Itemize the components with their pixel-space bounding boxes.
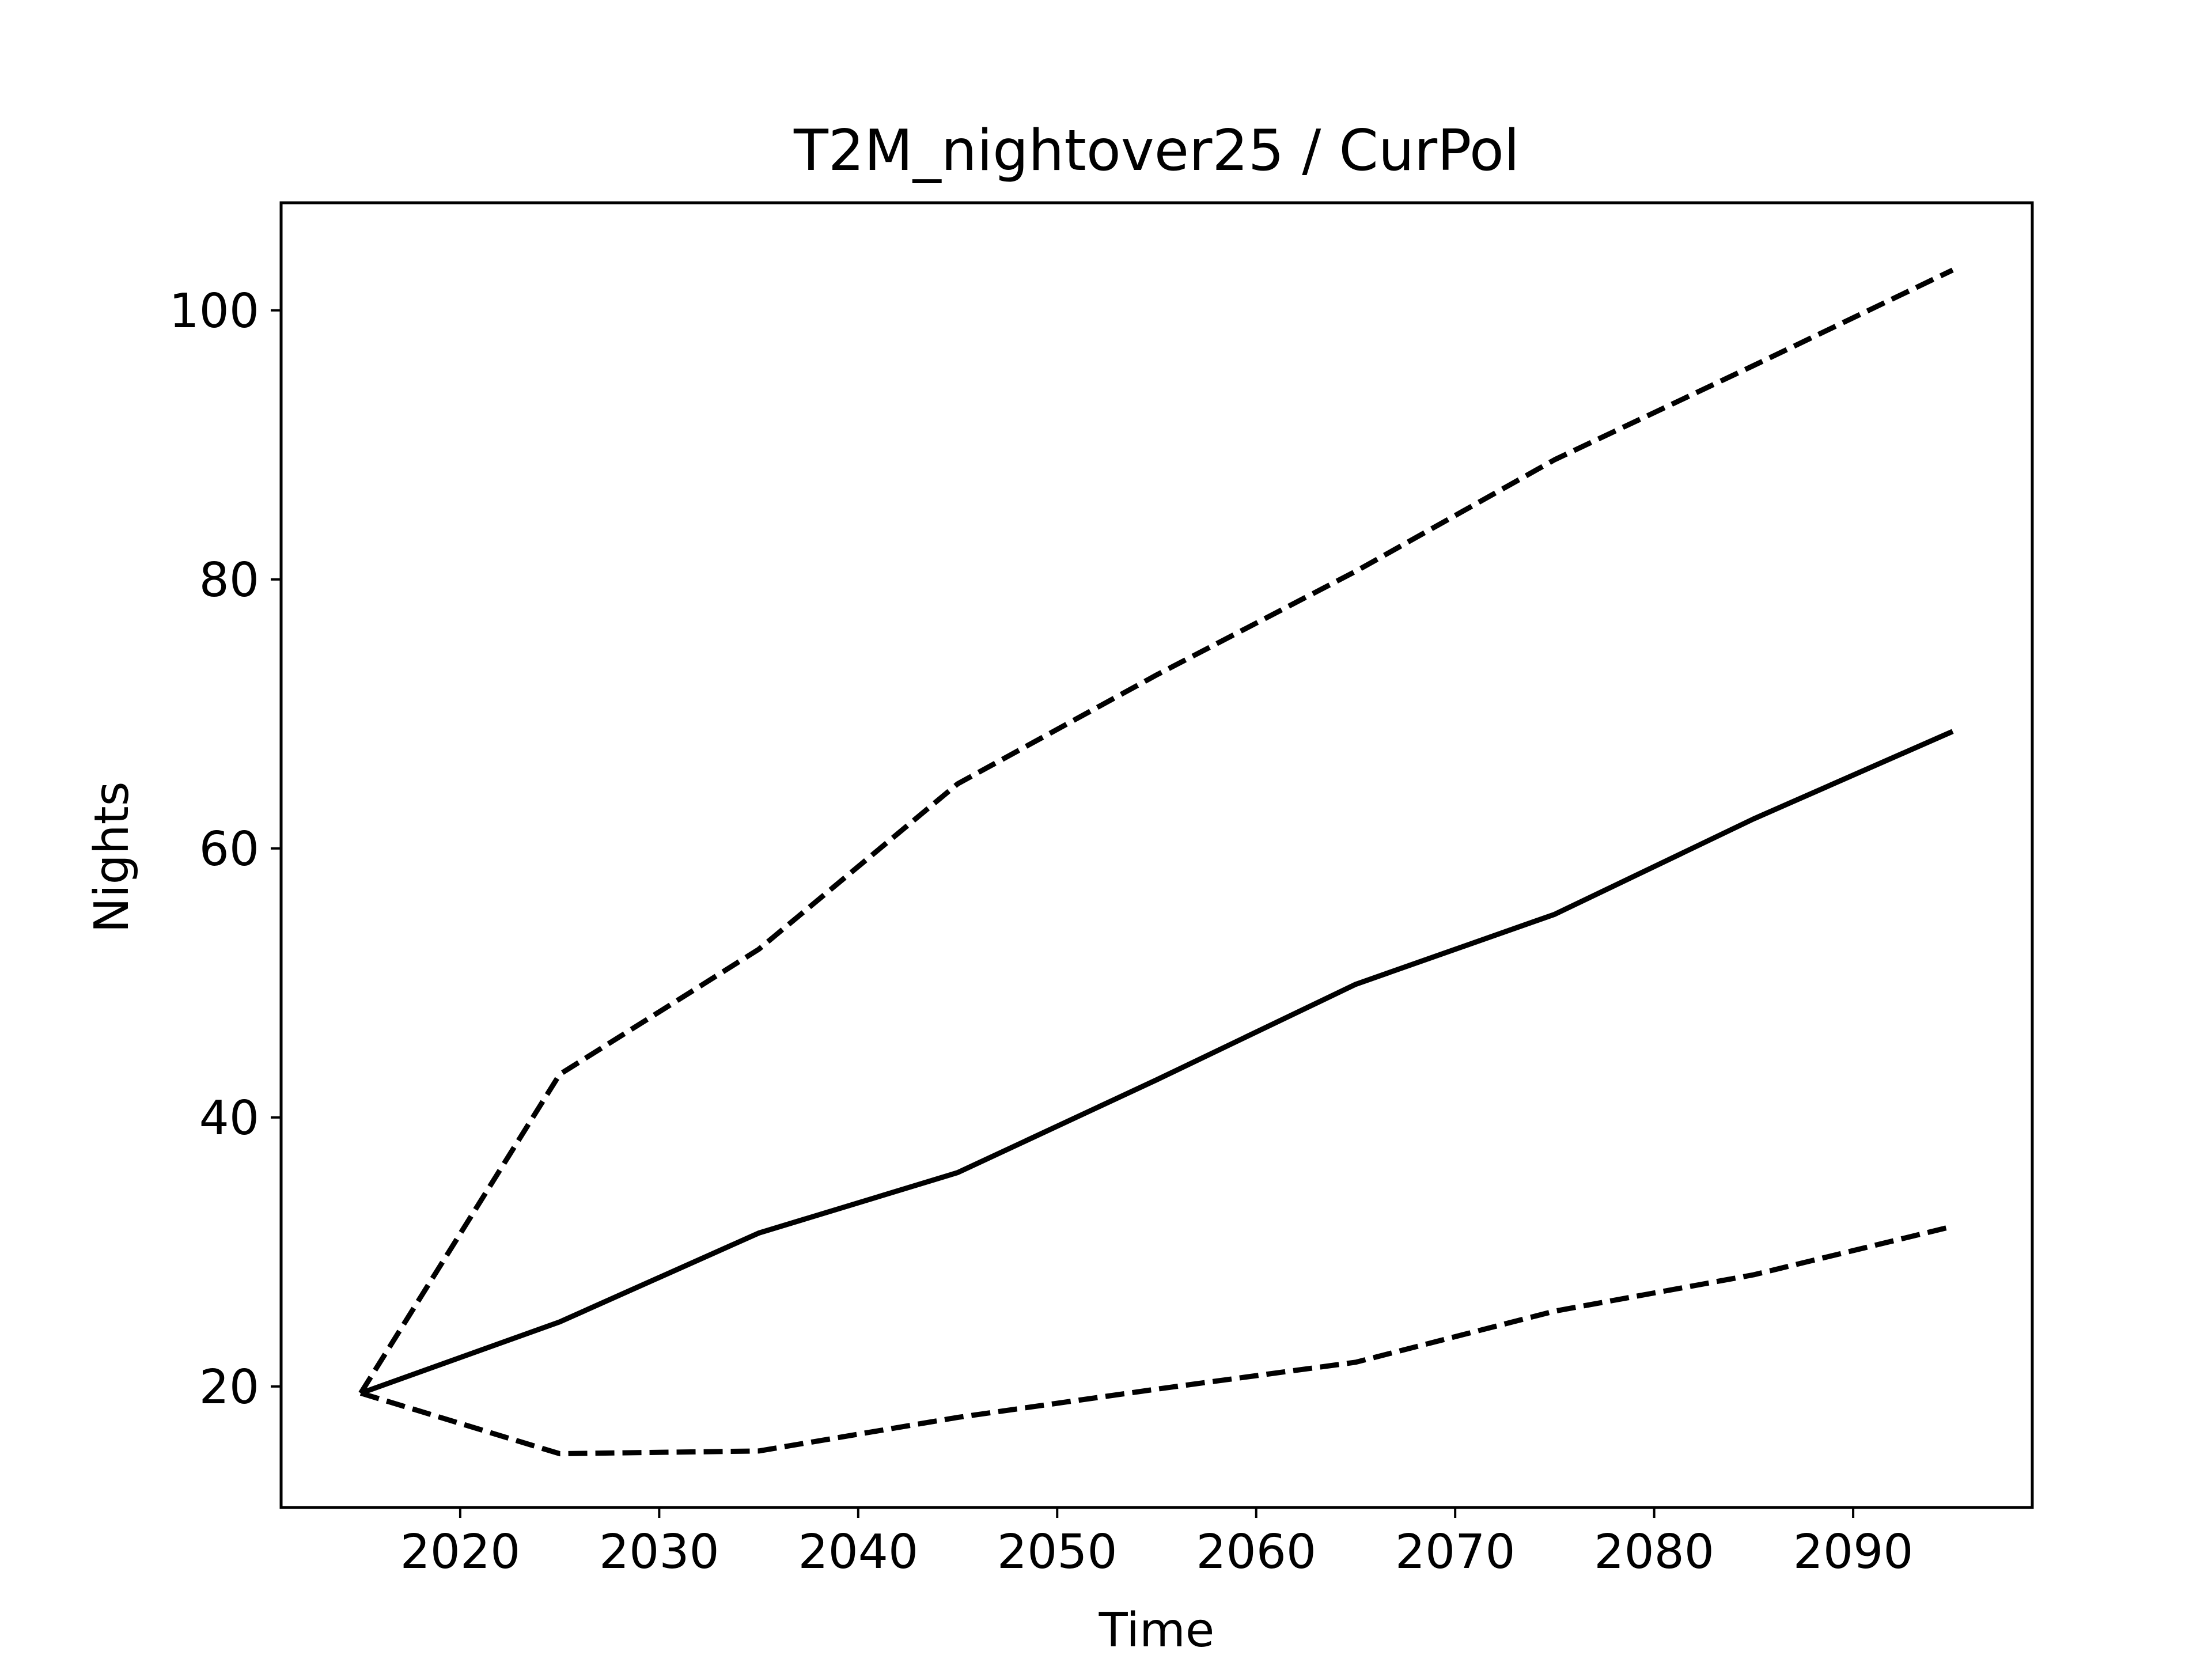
y-tick-label: 100 [169, 284, 259, 339]
x-tick-label: 2090 [1793, 1525, 1914, 1580]
y-tick-label: 60 [199, 822, 259, 877]
chart-title: T2M_nightover25 / CurPol [793, 118, 1520, 184]
y-axis-ticks: 20 40 60 80 100 [169, 284, 281, 1415]
y-tick-label: 80 [199, 553, 259, 608]
series-line-2-solid [359, 729, 1954, 1396]
x-tick-label: 2080 [1594, 1525, 1714, 1580]
x-tick-label: 2060 [1196, 1525, 1316, 1580]
y-axis-label: Nights [85, 781, 139, 933]
x-tick-label: 2050 [997, 1525, 1118, 1580]
plot-frame [279, 201, 2034, 1509]
x-tick-label: 2020 [400, 1525, 521, 1580]
x-tick-label: 2040 [798, 1525, 918, 1580]
x-axis-ticks: 2020 2030 2040 2050 2060 2070 2080 2090 [400, 1508, 1914, 1580]
x-tick-label: 2030 [599, 1525, 719, 1580]
x-axis-label: Time [1099, 1603, 1215, 1658]
y-tick-label: 40 [199, 1091, 259, 1146]
y-tick-label: 20 [199, 1360, 259, 1415]
series-line-1-dashed [358, 267, 1954, 1395]
x-tick-label: 2070 [1395, 1525, 1516, 1580]
series-layer [358, 267, 1954, 1457]
series-line-3-dashed [359, 1224, 1953, 1457]
